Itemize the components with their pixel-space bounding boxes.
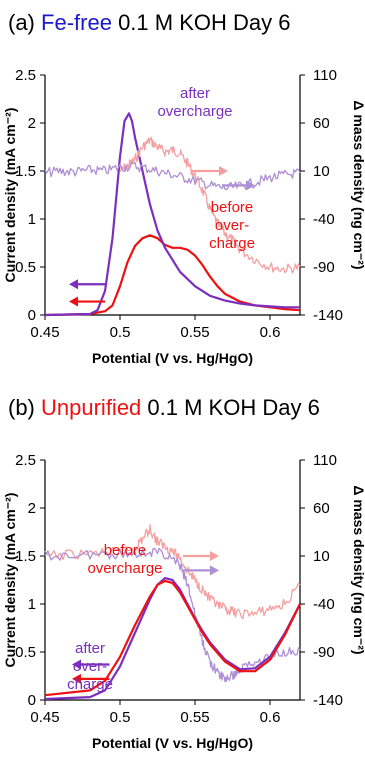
title-highlight: Unpurified <box>41 395 142 420</box>
annotation-line: over- <box>73 658 107 675</box>
annotation: before over-charge <box>209 199 255 252</box>
y2-tick-label: -40 <box>313 596 335 613</box>
y-axis-label: Current density (mA cm⁻²) <box>2 108 18 283</box>
y2-tick-label: 60 <box>313 500 330 517</box>
annotation-line: before <box>211 199 254 216</box>
y2-tick-label: 10 <box>313 548 330 565</box>
title-rest: 0.1 M KOH Day 6 <box>118 10 291 35</box>
x-tick-label: 0.6 <box>260 324 281 341</box>
x-tick-label: 0.6 <box>260 709 281 726</box>
chart-svg: 0.45 0.5 0.55 0.6 0 0.5 1 1.5 2 2.5 110 60 10 -40 -90 -… <box>2 452 365 751</box>
y-tick-label: 1 <box>28 596 36 613</box>
y-tick-label: 0.5 <box>15 259 36 276</box>
title-highlight: Fe-free <box>41 10 112 35</box>
annotation: after overcharge <box>157 85 232 120</box>
annotation-line: over- <box>215 217 249 234</box>
y-tick-label: 2 <box>28 115 36 132</box>
y-tick-label: 0 <box>28 307 36 324</box>
series-line <box>44 579 301 697</box>
series-line <box>44 112 300 317</box>
y-tick-label: 1.5 <box>15 163 36 180</box>
x-tick-label: 0.55 <box>180 709 209 726</box>
y2-tick-label: -90 <box>313 644 335 661</box>
arrow-head <box>72 659 81 670</box>
y2-tick-label: 60 <box>313 115 330 132</box>
annotation-line: before <box>104 542 147 559</box>
y-tick-label: 0.5 <box>15 644 36 661</box>
series-line <box>44 161 301 191</box>
y-tick-label: 2.5 <box>15 67 36 84</box>
x-tick-label: 0.45 <box>30 324 59 341</box>
y2-tick-label: 10 <box>313 163 330 180</box>
annotation-line: charge <box>209 235 255 252</box>
chart-svg: 0.45 0.5 0.55 0.6 0 0.5 1 1.5 2 2.5 110 60 10 -40 -90 -… <box>2 67 365 366</box>
panel-title: (b) Unpurified 0.1 M KOH Day 6 <box>8 395 320 421</box>
series-line <box>119 136 301 274</box>
y2-tick-label: 110 <box>313 67 337 84</box>
y-tick-label: 1.5 <box>15 548 36 565</box>
annotation: after over-charge <box>67 640 113 693</box>
annotation-line: overcharge <box>87 560 162 577</box>
y2-tick-label: -140 <box>313 307 343 324</box>
chart-panel-b: (b) Unpurified 0.1 M KOH Day 6 0.45 0.5 0.… <box>0 385 365 770</box>
y-tick-label: 0 <box>28 692 36 709</box>
y2-axis-label: Δ mass density (ng cm⁻²) <box>351 485 365 654</box>
y-axis-label: Current density (mA cm⁻²) <box>2 493 18 668</box>
x-tick-label: 0.5 <box>110 324 131 341</box>
y2-tick-label: -140 <box>313 692 343 709</box>
arrow-head <box>69 279 78 290</box>
y2-tick-label: -90 <box>313 259 335 276</box>
annotation-line: overcharge <box>157 103 232 120</box>
arrow-head <box>210 565 219 576</box>
panel-label: (a) <box>8 10 35 35</box>
x-axis-label: Potential (V vs. Hg/HgO) <box>92 735 253 751</box>
annotation: before overcharge <box>87 542 162 577</box>
arrow-head <box>72 673 81 684</box>
y-tick-label: 2 <box>28 500 36 517</box>
series-line <box>44 524 301 620</box>
y2-tick-label: -40 <box>313 211 335 228</box>
arrow-head <box>219 166 228 176</box>
arrow-head <box>210 551 219 561</box>
annotation-line: charge <box>67 676 113 693</box>
panel-title: (a) Fe-free 0.1 M KOH Day 6 <box>8 10 290 36</box>
annotation-line: after <box>75 640 105 657</box>
y-tick-label: 2.5 <box>15 452 36 469</box>
chart-panel-a: (a) Fe-free 0.1 M KOH Day 6 0.45 0.5 0.55 0… <box>2 10 365 366</box>
x-tick-label: 0.5 <box>110 709 131 726</box>
panel-label: (b) <box>8 395 35 420</box>
series-line <box>44 234 301 317</box>
x-tick-label: 0.45 <box>30 709 59 726</box>
annotation-line: after <box>180 85 210 102</box>
y-tick-label: 1 <box>28 211 36 228</box>
x-tick-label: 0.55 <box>180 324 209 341</box>
title-rest: 0.1 M KOH Day 6 <box>147 395 320 420</box>
y2-axis-label: Δ mass density (ng cm⁻²) <box>351 100 365 269</box>
arrow-head <box>69 296 78 307</box>
y2-tick-label: 110 <box>313 452 337 469</box>
x-axis-label: Potential (V vs. Hg/HgO) <box>92 350 253 366</box>
arrow-head <box>246 180 255 191</box>
series-line <box>44 577 301 701</box>
